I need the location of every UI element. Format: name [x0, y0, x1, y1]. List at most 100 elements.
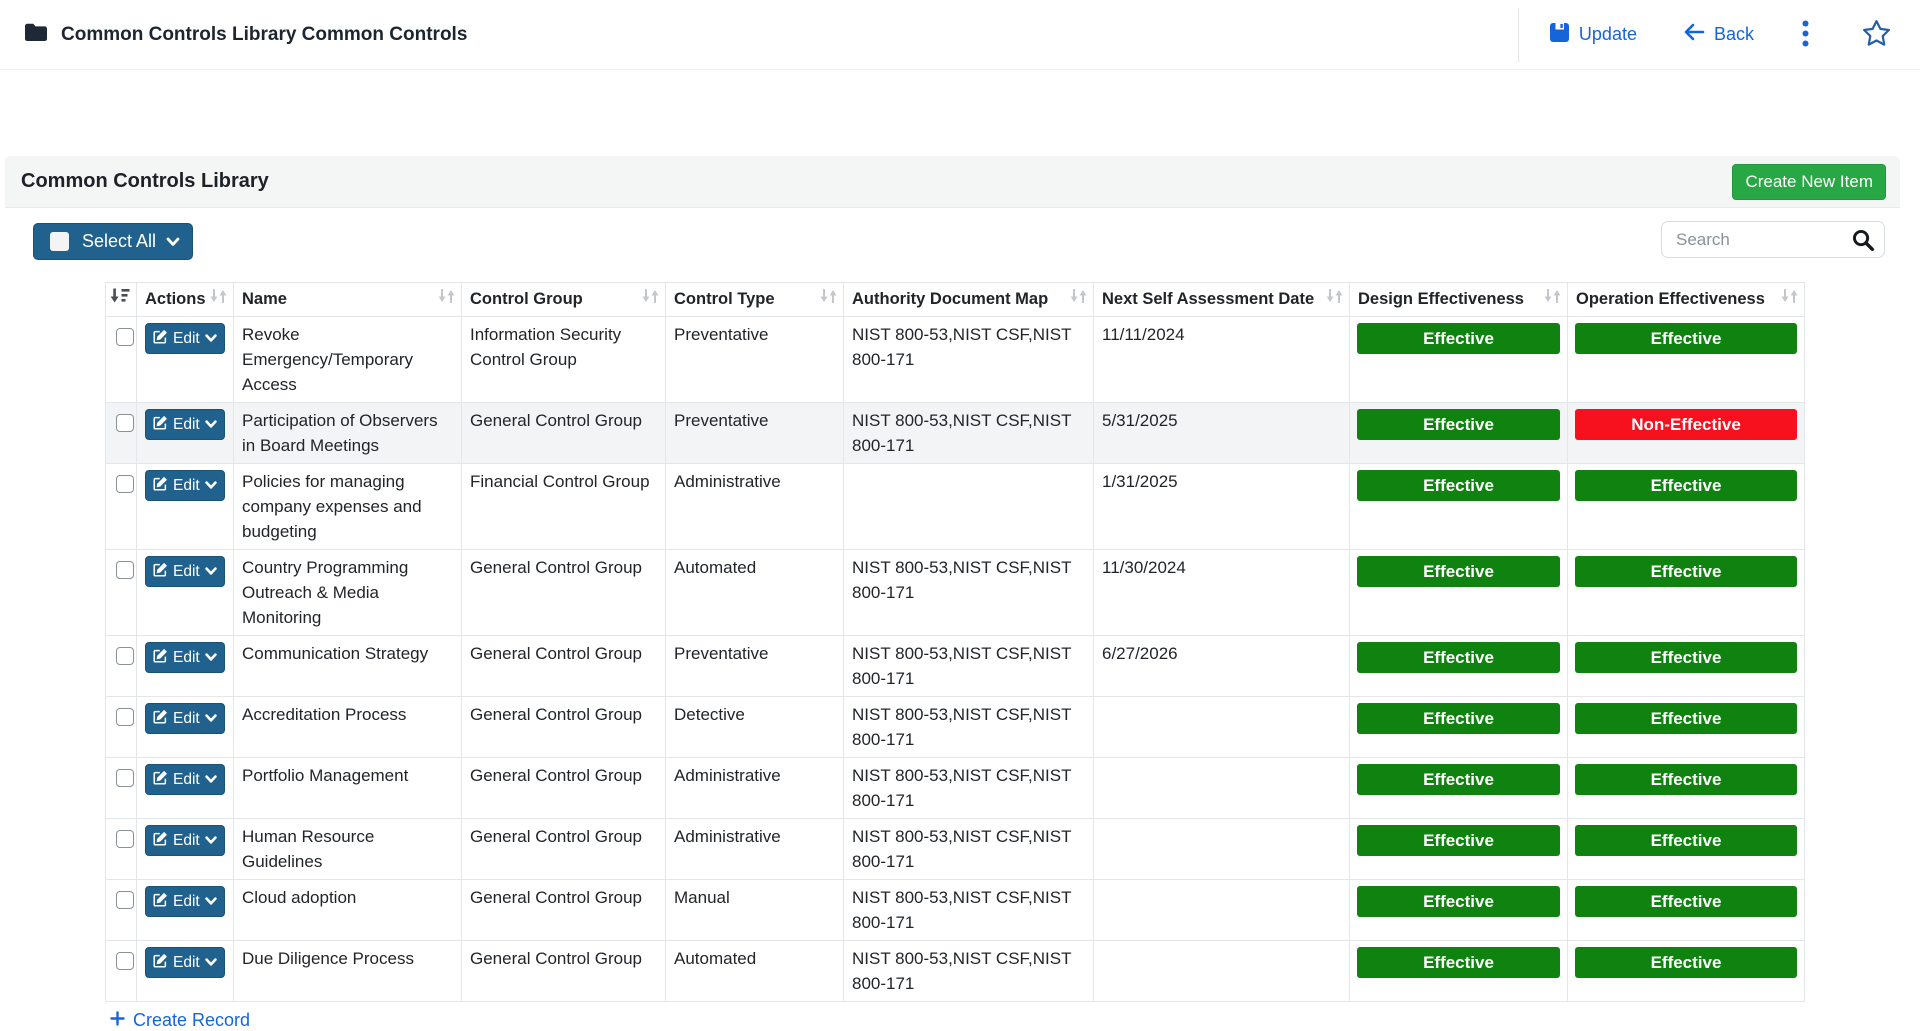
- create-new-item-button[interactable]: Create New Item: [1732, 164, 1886, 200]
- sort-arrows-icon[interactable]: [1069, 287, 1088, 312]
- sort-arrows-icon[interactable]: [1543, 287, 1562, 312]
- table-row: EditCloud adoptionGeneral Control GroupM…: [106, 880, 1805, 941]
- authority-document-map-cell: NIST 800-53,NIST CSF,NIST 800-171: [844, 403, 1094, 464]
- sort-arrows-icon[interactable]: [1325, 287, 1344, 312]
- kebab-menu-icon: [1802, 35, 1809, 50]
- edit-button[interactable]: Edit: [145, 703, 225, 734]
- column-header-control-type[interactable]: Control Type: [666, 283, 844, 317]
- select-all-checkbox[interactable]: [50, 232, 69, 251]
- row-checkbox[interactable]: [116, 328, 134, 346]
- column-header-label: Operation Effectiveness: [1576, 290, 1765, 308]
- row-select-cell: [106, 317, 137, 403]
- next-self-assessment-date-cell: 11/11/2024: [1094, 317, 1350, 403]
- row-actions-cell: Edit: [137, 550, 234, 636]
- sort-arrows-icon[interactable]: [209, 287, 228, 312]
- edit-label: Edit: [173, 893, 200, 911]
- design-effectiveness-badge-cell: Effective: [1350, 941, 1568, 1002]
- table-row: EditPolicies for managing company expens…: [106, 464, 1805, 550]
- design-effectiveness-badge: Effective: [1357, 825, 1560, 856]
- row-checkbox[interactable]: [116, 952, 134, 970]
- design-effectiveness-badge-cell: Effective: [1350, 819, 1568, 880]
- chevron-down-icon: [205, 771, 217, 789]
- row-actions-cell: Edit: [137, 819, 234, 880]
- authority-document-map-cell: NIST 800-53,NIST CSF,NIST 800-171: [844, 758, 1094, 819]
- next-self-assessment-date-cell: [1094, 941, 1350, 1002]
- operation-effectiveness-badge: Effective: [1575, 764, 1797, 795]
- control-group-cell: General Control Group: [462, 758, 666, 819]
- column-header-design-effectiveness[interactable]: Design Effectiveness: [1350, 283, 1568, 317]
- chevron-down-icon: [205, 954, 217, 972]
- row-checkbox[interactable]: [116, 647, 134, 665]
- column-header-actions[interactable]: Actions: [137, 283, 234, 317]
- edit-button[interactable]: Edit: [145, 764, 225, 795]
- table-row: EditAccreditation ProcessGeneral Control…: [106, 697, 1805, 758]
- column-header-label: Authority Document Map: [852, 290, 1048, 308]
- authority-document-map-cell: [844, 464, 1094, 550]
- select-all-button[interactable]: Select All: [33, 223, 193, 260]
- table-row: EditCommunication StrategyGeneral Contro…: [106, 636, 1805, 697]
- table-header-row: ActionsNameControl Group Control Type Auth…: [106, 283, 1805, 317]
- row-actions-cell: Edit: [137, 758, 234, 819]
- edit-button[interactable]: Edit: [145, 556, 225, 587]
- column-header-label: Control Type: [674, 290, 775, 308]
- sort-arrows-icon[interactable]: [1780, 287, 1799, 312]
- row-actions-cell: Edit: [137, 464, 234, 550]
- edit-button[interactable]: Edit: [145, 323, 225, 354]
- authority-document-map-cell: NIST 800-53,NIST CSF,NIST 800-171: [844, 317, 1094, 403]
- edit-button[interactable]: Edit: [145, 947, 225, 978]
- back-button[interactable]: Back: [1683, 23, 1754, 46]
- chevron-down-icon: [205, 563, 217, 581]
- favorite-button[interactable]: [1861, 18, 1892, 52]
- quick-create-record-link[interactable]: Create Record: [110, 1010, 250, 1031]
- column-header-authority-document-map[interactable]: Authority Document Map: [844, 283, 1094, 317]
- next-self-assessment-date-cell: 11/30/2024: [1094, 550, 1350, 636]
- edit-label: Edit: [173, 710, 200, 728]
- operation-effectiveness-badge-cell: Effective: [1568, 880, 1805, 941]
- search-icon[interactable]: [1850, 227, 1876, 258]
- edit-pencil-square-icon: [153, 415, 168, 435]
- control-name-cell: Country Programming Outreach & Media Mon…: [234, 550, 462, 636]
- row-checkbox[interactable]: [116, 414, 134, 432]
- save-icon: [1549, 22, 1570, 48]
- operation-effectiveness-badge-cell: Effective: [1568, 550, 1805, 636]
- next-self-assessment-date-cell: 6/27/2026: [1094, 636, 1350, 697]
- row-checkbox[interactable]: [116, 891, 134, 909]
- panel-title: Common Controls Library: [21, 170, 269, 193]
- sort-arrows-icon[interactable]: [641, 287, 660, 312]
- sort-arrows-icon[interactable]: [819, 287, 838, 312]
- edit-button[interactable]: Edit: [145, 470, 225, 501]
- update-label: Update: [1579, 24, 1637, 45]
- next-self-assessment-date-cell: 1/31/2025: [1094, 464, 1350, 550]
- table-toolbar: Select All: [5, 208, 1900, 282]
- control-type-cell: Preventative: [666, 317, 844, 403]
- edit-button[interactable]: Edit: [145, 642, 225, 673]
- sort-amount-icon[interactable]: [110, 290, 130, 308]
- column-header-name[interactable]: Name: [234, 283, 462, 317]
- edit-button[interactable]: Edit: [145, 825, 225, 856]
- more-options-button[interactable]: [1796, 18, 1815, 52]
- edit-button[interactable]: Edit: [145, 409, 225, 440]
- edit-label: Edit: [173, 563, 200, 581]
- row-checkbox[interactable]: [116, 561, 134, 579]
- column-header-next-self-assessment-date[interactable]: Next Self Assessment Date: [1094, 283, 1350, 317]
- control-group-cell: Financial Control Group: [462, 464, 666, 550]
- table-row: EditPortfolio ManagementGeneral Control …: [106, 758, 1805, 819]
- column-header-operation-effectiveness[interactable]: Operation Effectiveness: [1568, 283, 1805, 317]
- update-button[interactable]: Update: [1549, 22, 1637, 48]
- edit-pencil-square-icon: [153, 831, 168, 851]
- edit-label: Edit: [173, 649, 200, 667]
- sort-arrows-icon[interactable]: [437, 287, 456, 312]
- edit-label: Edit: [173, 330, 200, 348]
- control-group-cell: General Control Group: [462, 636, 666, 697]
- control-group-cell: General Control Group: [462, 941, 666, 1002]
- sort-column-header[interactable]: [106, 283, 137, 317]
- edit-button[interactable]: Edit: [145, 886, 225, 917]
- row-checkbox[interactable]: [116, 769, 134, 787]
- row-checkbox[interactable]: [116, 708, 134, 726]
- row-checkbox[interactable]: [116, 475, 134, 493]
- control-name-cell: Human Resource Guidelines: [234, 819, 462, 880]
- next-self-assessment-date-cell: 5/31/2025: [1094, 403, 1350, 464]
- row-checkbox[interactable]: [116, 830, 134, 848]
- column-header-control-group[interactable]: Control Group: [462, 283, 666, 317]
- operation-effectiveness-badge: Effective: [1575, 642, 1797, 673]
